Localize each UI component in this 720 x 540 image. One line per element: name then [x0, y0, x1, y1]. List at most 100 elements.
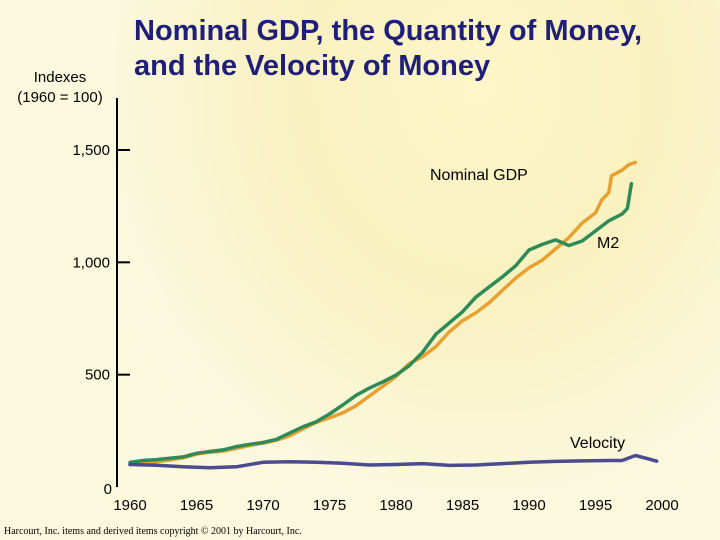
data-point-m2: [301, 425, 305, 428]
data-point-velocity: [235, 465, 238, 468]
series-line-nominal-gdp: [128, 160, 638, 467]
y-tick-label: 0: [104, 481, 112, 498]
x-tick-label-1985: 1985: [446, 497, 479, 514]
data-point-m2: [328, 412, 331, 416]
data-point-nominal-gdp: [627, 163, 630, 166]
data-point-velocity: [394, 463, 398, 466]
data-point-m2: [341, 403, 344, 407]
data-point-m2: [221, 448, 225, 452]
data-point-nominal-gdp: [514, 276, 517, 280]
data-point-m2: [567, 244, 571, 247]
series-label-velocity: Velocity: [570, 435, 625, 452]
data-point-nominal-gdp: [554, 247, 557, 251]
data-point-velocity: [527, 461, 531, 464]
data-point-m2: [461, 310, 464, 313]
data-point-nominal-gdp: [567, 236, 571, 239]
data-point-m2: [155, 458, 158, 461]
data-point-velocity: [182, 465, 185, 468]
data-point-nominal-gdp: [434, 345, 438, 348]
data-point-nominal-gdp: [448, 330, 451, 334]
x-tick-label-1990: 1990: [512, 497, 545, 514]
data-point-velocity: [208, 466, 211, 469]
y-tick-label: 500: [85, 367, 110, 384]
data-point-nominal-gdp: [600, 198, 604, 201]
data-point-nominal-gdp: [328, 416, 331, 419]
data-point-m2: [142, 459, 145, 462]
series-label-m2: M2: [597, 235, 619, 252]
data-point-m2: [501, 275, 504, 279]
data-point-m2: [594, 229, 597, 233]
data-point-velocity: [421, 462, 424, 465]
data-point-nominal-gdp: [634, 161, 637, 164]
copyright-notice: Harcourt, Inc. items and derived items c…: [4, 526, 302, 537]
data-point-nominal-gdp: [607, 191, 610, 194]
data-point-m2: [261, 441, 265, 444]
data-point-velocity: [261, 461, 265, 464]
data-point-nominal-gdp: [354, 404, 358, 407]
data-point-velocity: [501, 462, 504, 465]
data-point-m2: [626, 207, 629, 210]
data-point-velocity: [315, 461, 318, 464]
x-tick-label-1960: 1960: [113, 497, 146, 514]
data-point-nominal-gdp: [581, 221, 584, 225]
x-tick-label-1995: 1995: [579, 497, 612, 514]
x-tick-label-1965: 1965: [180, 497, 213, 514]
data-point-m2: [630, 182, 633, 185]
data-point-velocity: [128, 463, 132, 466]
data-point-m2: [474, 296, 477, 299]
data-point-m2: [288, 431, 291, 435]
data-point-nominal-gdp: [501, 289, 504, 292]
data-point-m2: [487, 285, 491, 289]
data-point-m2: [368, 386, 371, 390]
data-point-m2: [182, 455, 185, 459]
data-point-m2: [527, 248, 531, 252]
data-point-nominal-gdp: [381, 385, 384, 388]
data-point-nominal-gdp: [541, 258, 544, 262]
data-point-m2: [607, 219, 610, 222]
data-point-velocity: [647, 457, 650, 461]
data-point-m2: [554, 238, 557, 242]
data-point-m2: [620, 212, 624, 216]
x-tick-label-1975: 1975: [313, 497, 346, 514]
data-point-nominal-gdp: [487, 301, 491, 304]
data-point-velocity: [655, 460, 658, 463]
data-point-velocity: [341, 462, 344, 465]
data-point-nominal-gdp: [474, 311, 477, 315]
data-point-velocity: [620, 459, 624, 462]
data-point-velocity: [368, 463, 371, 467]
data-point-nominal-gdp: [368, 394, 371, 398]
data-point-velocity: [554, 460, 557, 463]
x-tick-label-1970: 1970: [246, 497, 279, 514]
data-point-m2: [235, 445, 238, 448]
data-point-m2: [381, 380, 384, 384]
data-point-m2: [315, 420, 318, 423]
data-point-velocity: [607, 459, 610, 462]
data-point-m2: [394, 373, 398, 377]
data-point-nominal-gdp: [594, 211, 597, 215]
y-tick-label: 1,500: [72, 142, 110, 159]
data-point-m2: [168, 457, 172, 460]
x-tick-label-2000: 2000: [645, 497, 678, 514]
data-point-velocity: [448, 464, 451, 467]
data-point-nominal-gdp: [527, 266, 531, 270]
data-point-m2: [408, 364, 411, 367]
y-tick-label: 1,000: [72, 254, 110, 271]
series-line-velocity: [128, 453, 659, 470]
y-axis-title: Indexes (1960 = 100): [17, 69, 103, 106]
data-point-nominal-gdp: [461, 319, 464, 322]
series-line-m2: [128, 181, 634, 465]
data-point-nominal-gdp: [610, 174, 613, 177]
data-point-m2: [581, 239, 584, 243]
data-point-m2: [208, 450, 211, 453]
data-point-m2: [421, 351, 424, 354]
series-label-nominal-gdp: Nominal GDP: [430, 167, 528, 184]
chart-title: Nominal GDP, the Quantity of Money, and …: [134, 15, 643, 82]
x-tick-label-1980: 1980: [379, 497, 412, 514]
data-point-nominal-gdp: [341, 411, 344, 415]
chart-background: [117, 0, 720, 490]
data-point-m2: [514, 264, 517, 267]
data-point-nominal-gdp: [421, 355, 424, 358]
data-point-velocity: [634, 454, 637, 457]
